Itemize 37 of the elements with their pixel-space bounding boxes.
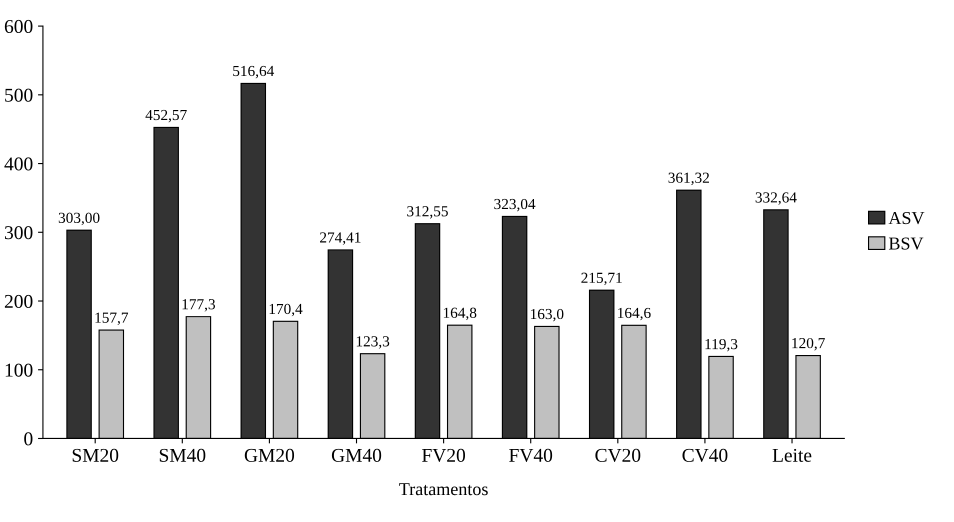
data-label: 361,32 xyxy=(668,172,709,186)
data-label: 119,3 xyxy=(705,338,738,352)
x-tick-label: GM20 xyxy=(244,448,294,462)
data-label: 274,41 xyxy=(320,232,360,245)
x-tick-label: CV20 xyxy=(595,448,640,462)
x-tick-label: Leite xyxy=(772,448,812,462)
x-tick-label: SM40 xyxy=(160,448,206,462)
data-label: 170,4 xyxy=(270,304,302,316)
legend-label: ASV xyxy=(888,212,924,224)
data-label: 452,57 xyxy=(145,110,187,122)
y-tick-label: 500 xyxy=(5,88,32,102)
data-label: 516,64 xyxy=(233,66,274,78)
y-tick-label: 0 xyxy=(24,432,32,446)
data-label: 215,71 xyxy=(581,272,622,286)
legend-label: BSV xyxy=(888,237,924,250)
data-label: 164,6 xyxy=(618,308,651,320)
x-tick-label: FV20 xyxy=(422,448,466,462)
y-tick-label: 400 xyxy=(4,157,32,170)
y-tick-label: 100 xyxy=(6,364,32,377)
x-tick-label: FV40 xyxy=(509,448,552,462)
x-tick-label: GM40 xyxy=(332,448,382,462)
data-label: 177,3 xyxy=(182,299,215,312)
data-label: 332,64 xyxy=(756,192,797,205)
data-label: 303,00 xyxy=(58,212,100,226)
data-label: 312,55 xyxy=(407,206,448,219)
y-tick-label: 200 xyxy=(4,294,32,308)
x-tick-label: SM20 xyxy=(72,448,118,462)
data-label: 123,3 xyxy=(356,336,390,349)
y-tick-label: 600 xyxy=(4,20,32,34)
x-axis-title: Tratamentos xyxy=(399,483,488,496)
data-label: 164,8 xyxy=(444,308,476,320)
x-tick-label: CV40 xyxy=(682,448,728,462)
data-label: 120,7 xyxy=(792,338,825,350)
data-label: 163,0 xyxy=(530,308,564,322)
data-label: 323,04 xyxy=(494,198,536,212)
y-tick-label: 300 xyxy=(4,226,32,240)
data-label: 157,7 xyxy=(95,312,128,326)
